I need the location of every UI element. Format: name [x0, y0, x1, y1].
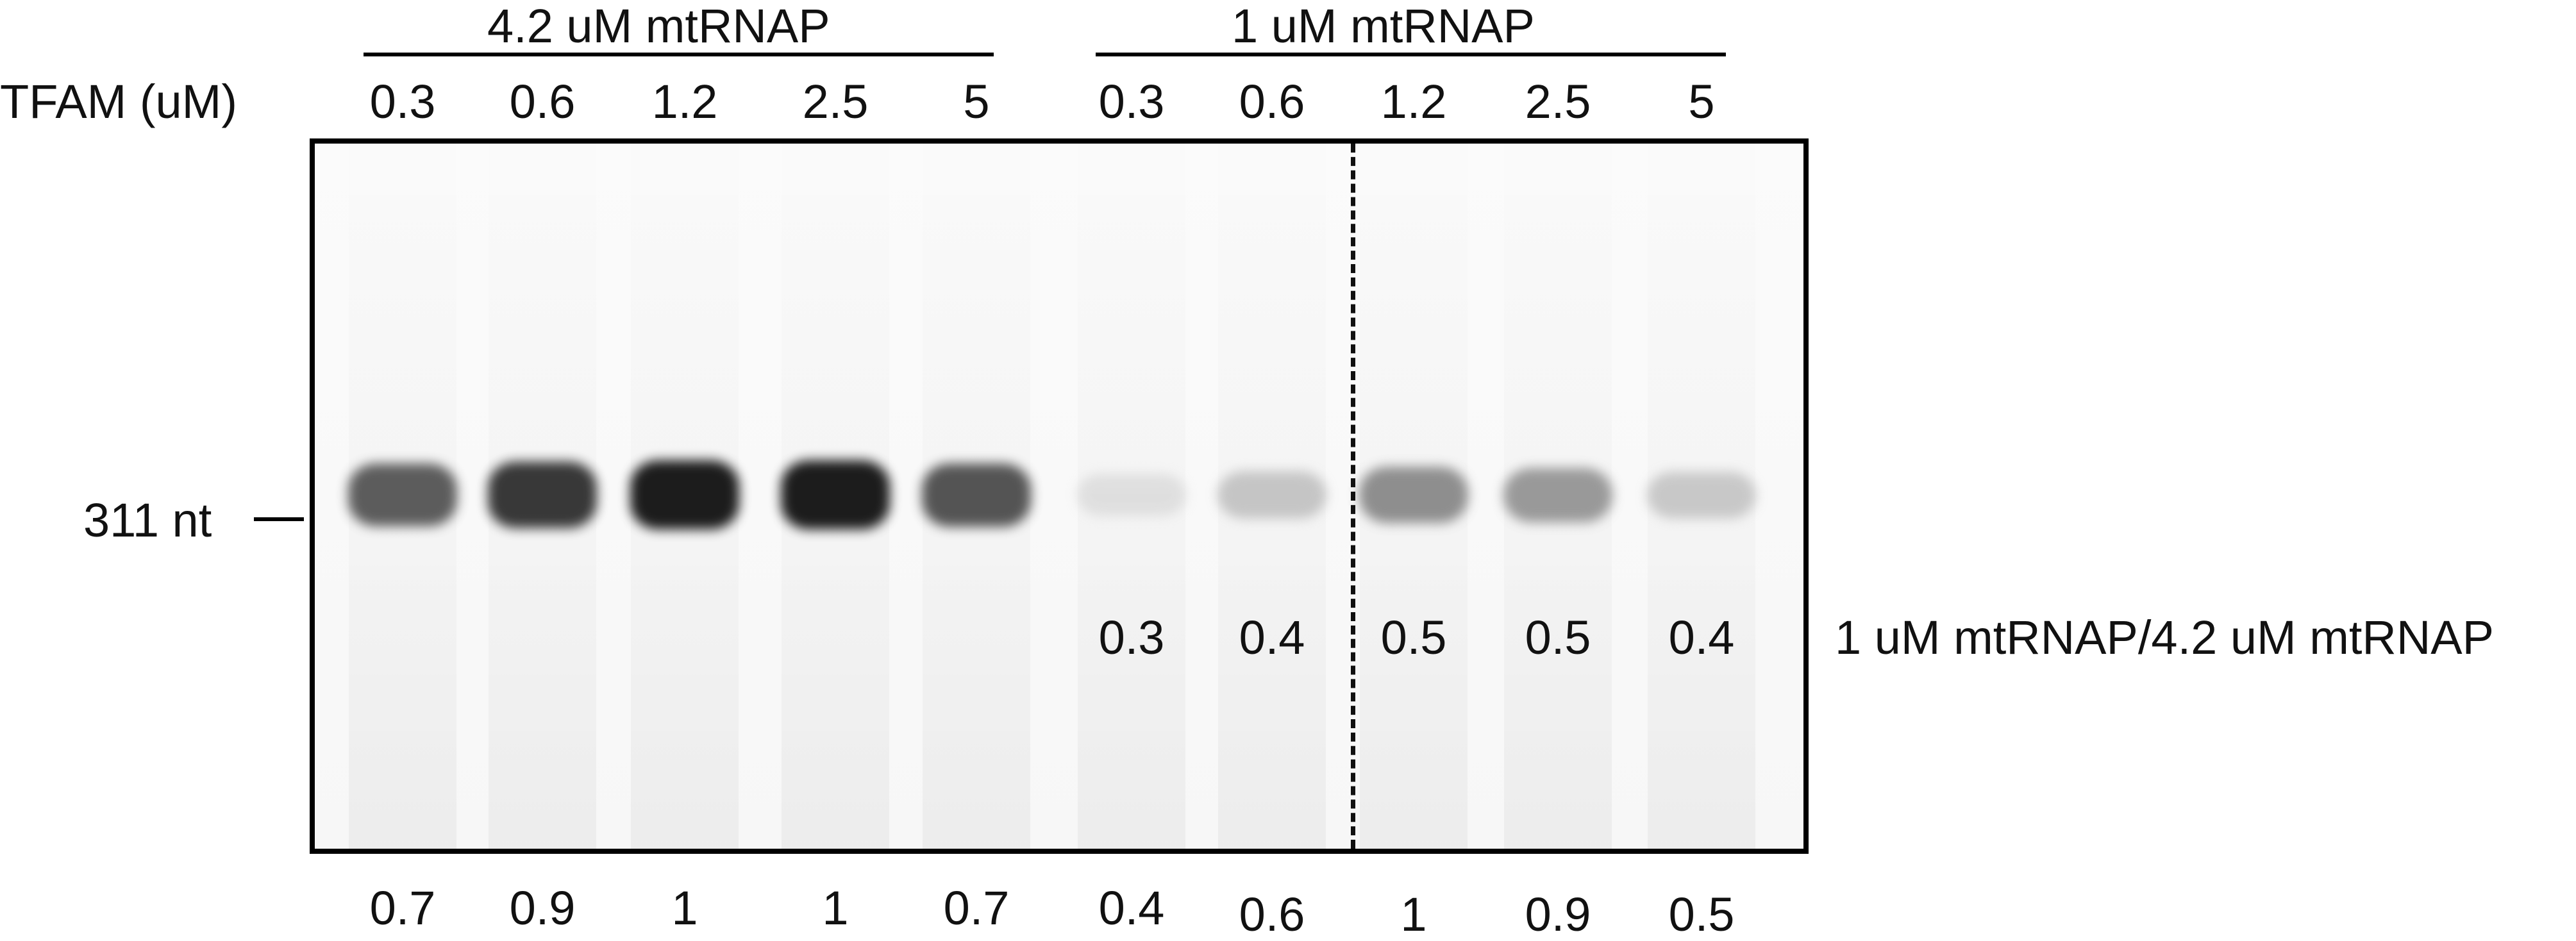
- relative-intensity-label: 0.9: [478, 885, 606, 932]
- gel-band-311nt: [1647, 472, 1756, 519]
- tfam-lane-label: 2.5: [1494, 78, 1622, 126]
- ratio-label: 0.5: [1350, 614, 1478, 662]
- ratio-label: 0.4: [1208, 614, 1336, 662]
- gel-band-311nt: [348, 463, 457, 526]
- gel-band-311nt: [1503, 468, 1612, 522]
- ratio-row-label: 1 uM mtRNAP/4.2 uM mtRNAP: [1835, 614, 2494, 662]
- relative-intensity-label: 0.4: [1067, 885, 1196, 932]
- group-rule-4.2uM: [364, 53, 994, 56]
- tfam-lane-label: 5: [912, 78, 1041, 126]
- gel-image: [310, 138, 1809, 854]
- ratio-label: 0.4: [1637, 614, 1766, 662]
- relative-intensity-label: 0.6: [1208, 891, 1336, 938]
- tfam-lane-label: 0.3: [339, 78, 467, 126]
- relative-intensity-label: 0.9: [1494, 891, 1622, 938]
- gel-band-311nt: [1077, 474, 1186, 516]
- gel-band-311nt: [488, 462, 597, 528]
- relative-intensity-label: 0.7: [339, 885, 467, 932]
- gel-band-311nt: [630, 460, 739, 530]
- gel-band-311nt: [1359, 467, 1468, 523]
- gel-band-311nt: [781, 460, 890, 530]
- tfam-lane-label: 0.6: [478, 78, 606, 126]
- group-rule-1uM: [1096, 53, 1726, 56]
- gel-band-311nt: [1217, 471, 1326, 519]
- tfam-lane-label: 1.2: [621, 78, 749, 126]
- tfam-lane-label: 0.3: [1067, 78, 1196, 126]
- tfam-lane-label: 5: [1637, 78, 1766, 126]
- tfam-lane-label: 2.5: [771, 78, 899, 126]
- group-label-1uM: 1 uM mtRNAP: [1232, 3, 1535, 50]
- marker-tick: [254, 517, 304, 521]
- tfam-lane-label: 1.2: [1350, 78, 1478, 126]
- ratio-label: 0.5: [1494, 614, 1622, 662]
- marker-label-311nt: 311 nt: [83, 497, 212, 544]
- group-label-4.2uM: 4.2 uM mtRNAP: [487, 3, 830, 50]
- gel-divider-dashed: [1351, 144, 1355, 849]
- gel-band-311nt: [922, 463, 1031, 527]
- relative-intensity-label: 1: [1350, 891, 1478, 938]
- relative-intensity-label: 0.7: [912, 885, 1041, 932]
- relative-intensity-label: 0.5: [1637, 891, 1766, 938]
- tfam-axis-label: TFAM (uM): [0, 78, 237, 126]
- relative-intensity-label: 1: [771, 885, 899, 932]
- relative-intensity-label: 1: [621, 885, 749, 932]
- tfam-lane-label: 0.6: [1208, 78, 1336, 126]
- ratio-label: 0.3: [1067, 614, 1196, 662]
